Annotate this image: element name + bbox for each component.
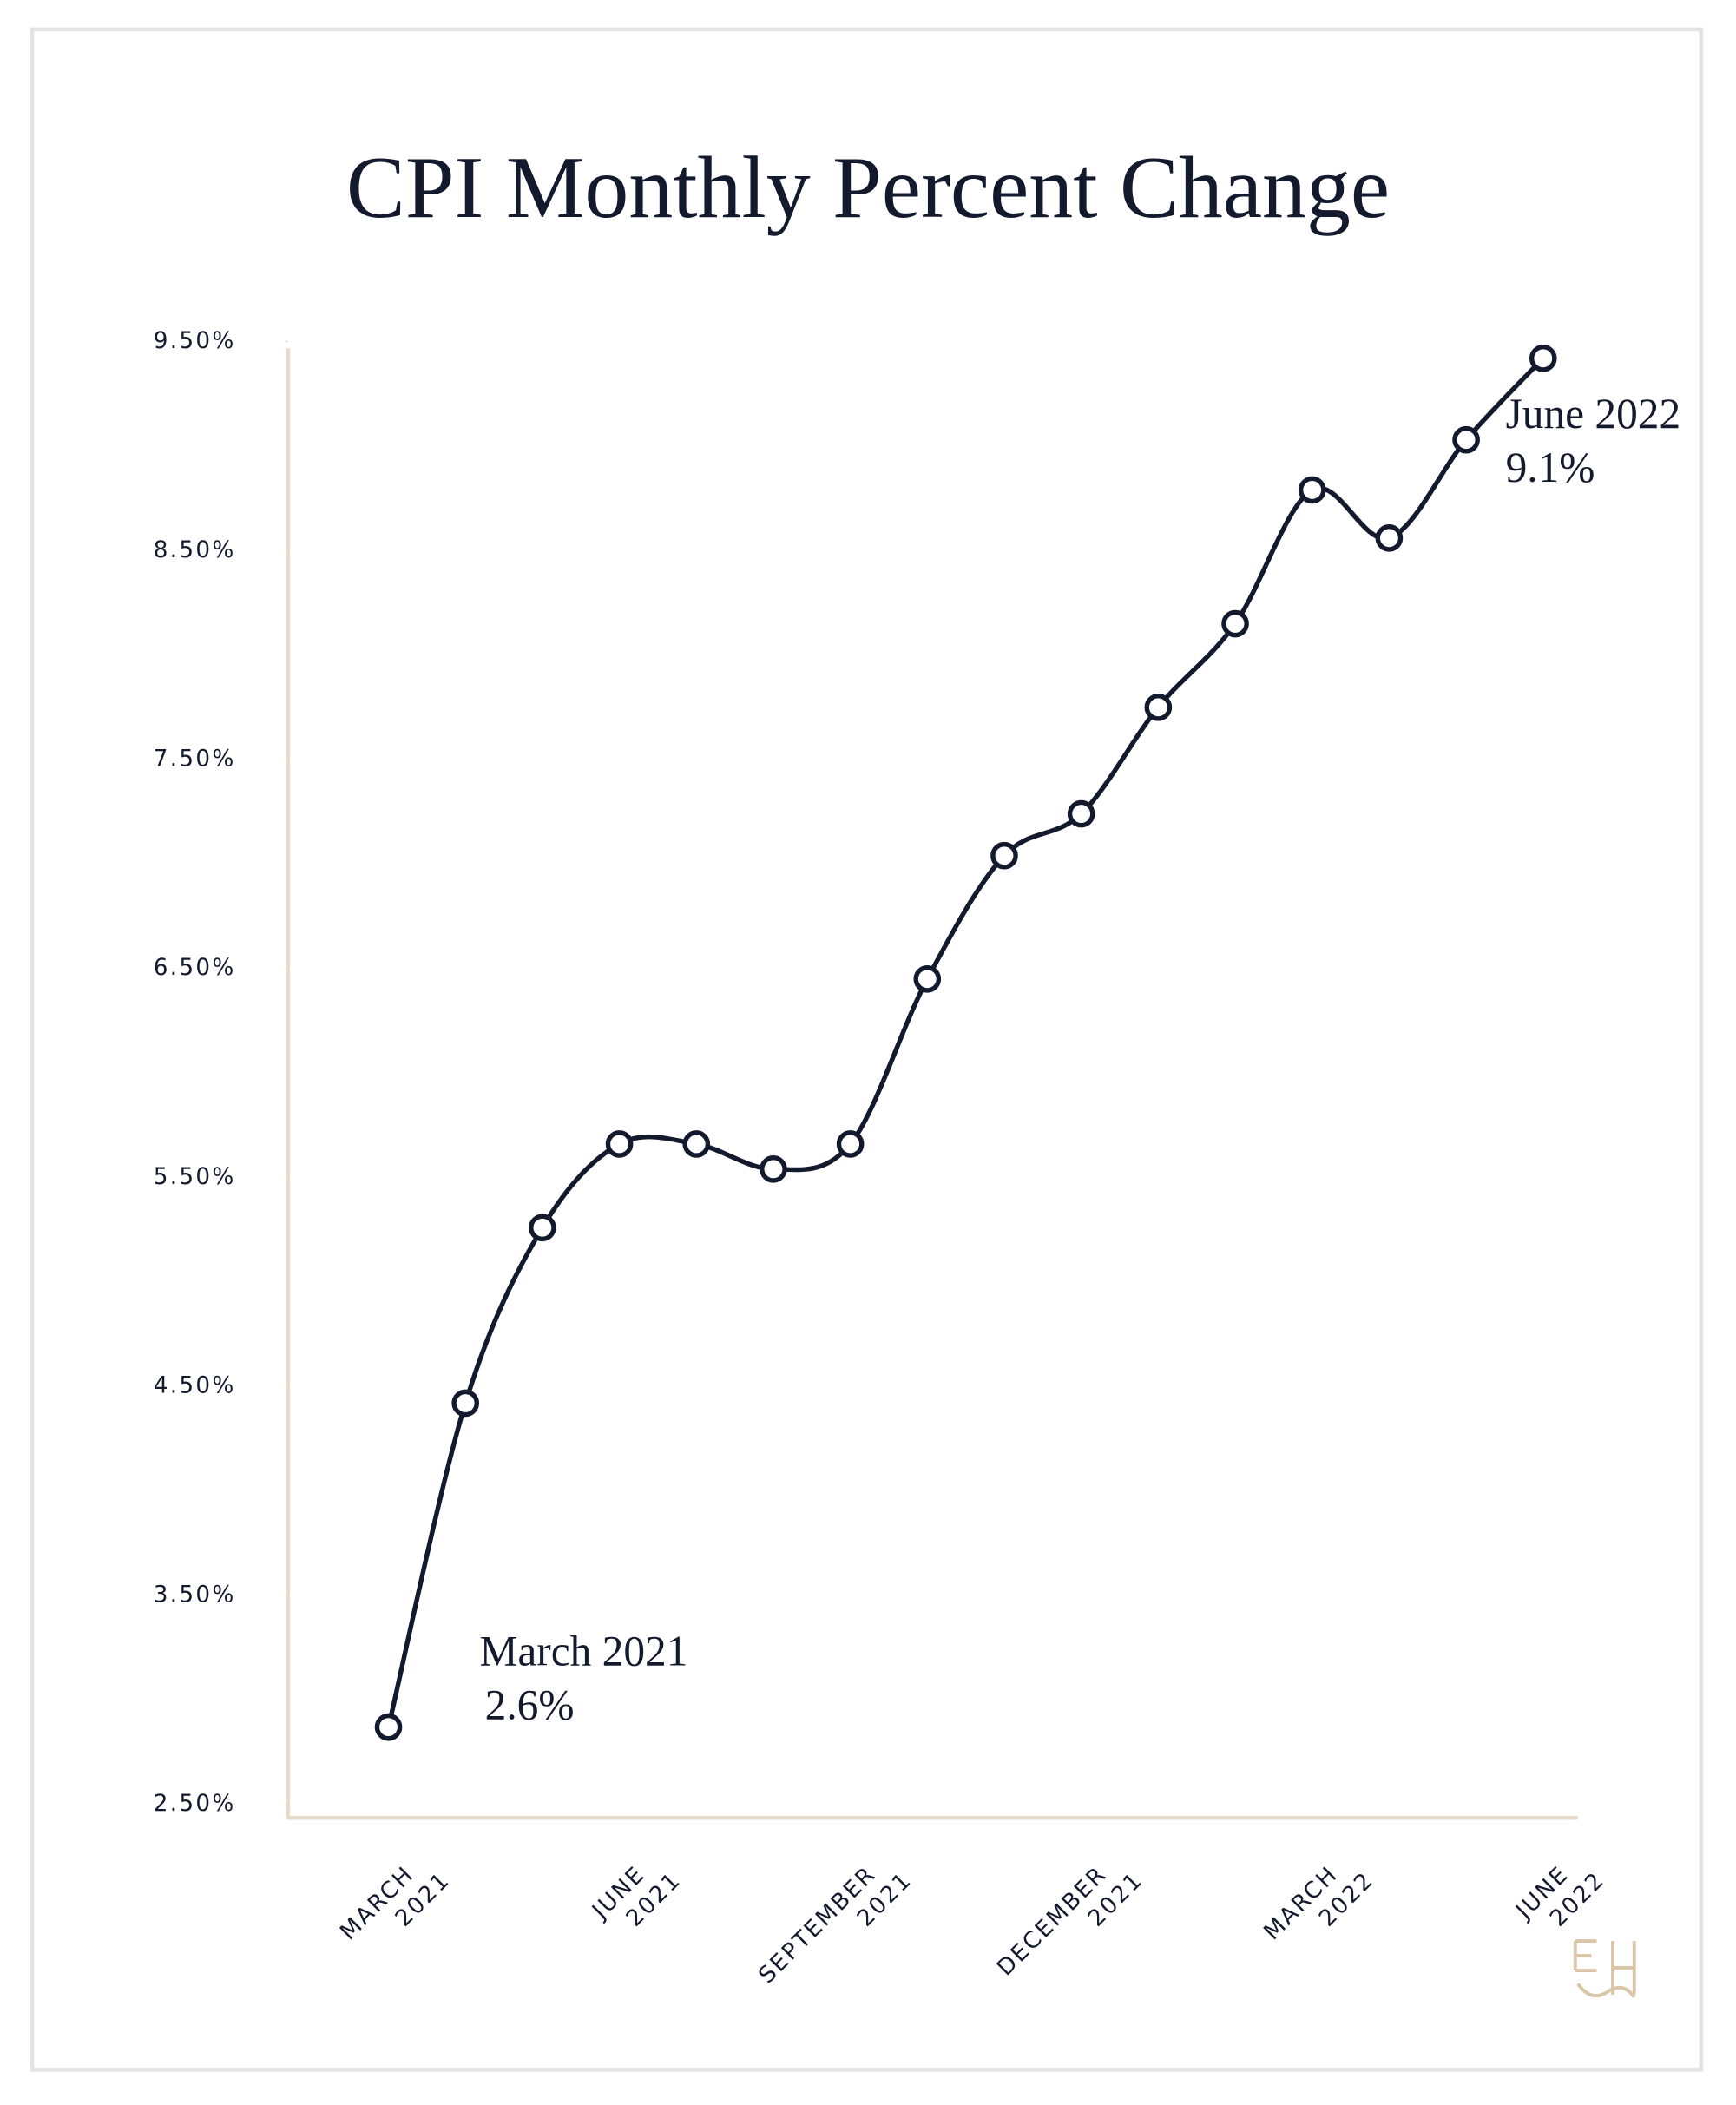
point: [1221, 609, 1249, 638]
frame: [30, 27, 1704, 2072]
annotation: 2.6%: [485, 1681, 575, 1728]
point: [990, 841, 1018, 870]
annotation: June 2022: [1506, 390, 1681, 437]
point: [760, 1155, 787, 1183]
point: [374, 1713, 403, 1741]
point: [1375, 523, 1404, 552]
point: [1298, 476, 1326, 504]
annotation: March 2021: [479, 1628, 687, 1675]
y-tick-label: 6.50%: [154, 955, 236, 981]
y-tick-label: 5.50%: [154, 1164, 236, 1190]
annotation: 9.1%: [1506, 444, 1595, 491]
logo: [1573, 1939, 1636, 1999]
point: [682, 1130, 711, 1158]
point: [451, 1389, 480, 1418]
y-tick-label: 4.50%: [154, 1373, 236, 1399]
chart-title: CPI Monthly Percent Change: [346, 139, 1390, 237]
point: [1067, 799, 1095, 828]
point: [836, 1130, 865, 1158]
y-tick-label: 8.50%: [154, 537, 236, 563]
point: [913, 964, 942, 993]
point: [1144, 693, 1173, 721]
point: [605, 1130, 634, 1158]
point: [1452, 425, 1480, 454]
y-tick-label: 2.50%: [154, 1791, 236, 1817]
point: [529, 1214, 556, 1242]
y-tick-label: 9.50%: [154, 328, 236, 354]
y-tick-label: 3.50%: [154, 1582, 236, 1608]
y-tick-label: 7.50%: [154, 747, 236, 773]
point: [1529, 344, 1557, 372]
